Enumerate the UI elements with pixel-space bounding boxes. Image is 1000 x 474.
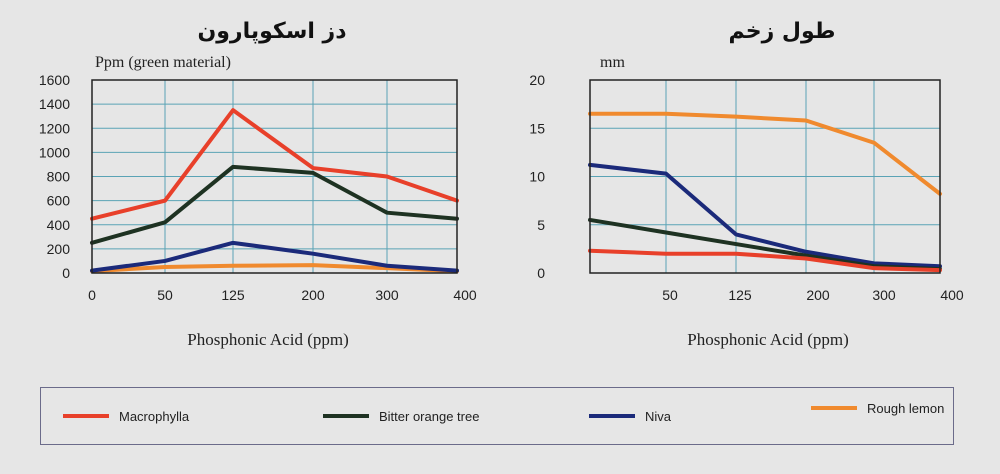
x-tick-label: 200 — [806, 287, 830, 303]
legend-swatch — [589, 414, 635, 418]
chart-wound-length-svg: طول زخم mm 0 5 10 15 20 50 125 200 300 400 Phosp… — [529, 19, 964, 349]
legend-item-niva: Niva — [589, 406, 671, 426]
legend-swatch — [811, 406, 857, 410]
x-tick-label: 400 — [453, 287, 477, 303]
y-tick-label: 1400 — [39, 96, 70, 112]
series-line-bitter-orange-tree — [90, 164, 459, 245]
y-tick-label: 1600 — [39, 72, 70, 88]
x-tick-label: 50 — [662, 287, 678, 303]
legend-label: Rough lemon — [867, 400, 945, 416]
y-tick-label: 1000 — [39, 144, 70, 160]
legend: Macrophylla Bitter orange tree Niva Roug… — [40, 387, 954, 445]
legend-label: Macrophylla — [119, 408, 190, 424]
y-axis-label: mm — [600, 54, 625, 71]
x-axis-label: Phosphonic Acid (ppm) — [187, 330, 349, 349]
y-tick-label: 200 — [47, 241, 71, 257]
plot-frame — [91, 79, 458, 274]
y-tick-label: 0 — [537, 265, 545, 281]
series-line-bitter-orange-tree — [588, 217, 942, 272]
y-tick-label: 600 — [47, 193, 71, 209]
legend-item-rough-lemon: Rough lemon — [811, 398, 944, 418]
y-tick-label: 400 — [47, 217, 71, 233]
y-tick-label: 5 — [537, 217, 545, 233]
y-tick-label: 1200 — [39, 120, 70, 136]
x-tick-label: 200 — [301, 287, 325, 303]
x-tick-label: 0 — [88, 287, 96, 303]
y-axis-label: Ppm (green material) — [95, 54, 231, 71]
x-tick-label: 125 — [221, 287, 245, 303]
x-tick-label: 300 — [375, 287, 399, 303]
x-tick-label: 125 — [728, 287, 752, 303]
chart-wound-length: طول زخم mm 0 5 10 15 20 50 125 200 300 400 Phosp… — [500, 0, 1000, 370]
y-tick-label: 15 — [529, 120, 545, 136]
legend-label: Niva — [645, 408, 672, 424]
series-line-macrophylla — [90, 108, 459, 221]
chart-scoparone: دز اسکوپارون Ppm (green material) 0 200 40… — [0, 0, 500, 370]
x-tick-label: 400 — [940, 287, 964, 303]
legend-label: Bitter orange tree — [379, 408, 480, 424]
legend-swatch — [323, 414, 369, 418]
legend-swatch — [63, 414, 109, 418]
x-axis-label: Phosphonic Acid (ppm) — [687, 330, 849, 349]
series-line-niva — [588, 162, 942, 269]
legend-item-macrophylla: Macrophylla — [63, 406, 189, 426]
chart-scoparone-svg: دز اسکوپارون Ppm (green material) 0 200 40… — [39, 19, 477, 349]
chart-title: دز اسکوپارون — [197, 19, 346, 44]
series-line-rough-lemon — [588, 111, 942, 196]
series-line-macrophylla — [588, 248, 942, 273]
y-tick-label: 20 — [529, 72, 545, 88]
series-line-niva — [90, 240, 459, 273]
y-tick-label: 800 — [47, 169, 71, 185]
legend-item-bitter-orange-tree: Bitter orange tree — [323, 406, 479, 426]
x-tick-label: 300 — [872, 287, 896, 303]
x-tick-label: 50 — [157, 287, 173, 303]
y-tick-label: 10 — [529, 169, 545, 185]
chart-title: طول زخم — [728, 19, 835, 44]
plot-frame — [589, 79, 941, 274]
series-line-rough-lemon — [90, 263, 459, 274]
y-tick-label: 0 — [62, 265, 70, 281]
